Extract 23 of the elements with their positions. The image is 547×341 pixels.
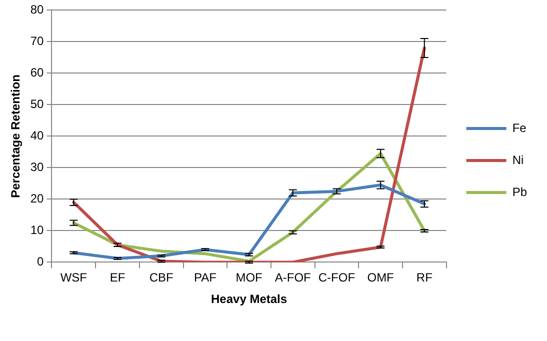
x-axis-title: Heavy Metals	[211, 292, 288, 306]
y-tick-label: 70	[30, 34, 44, 48]
x-tick-label: RF	[416, 270, 432, 285]
y-tick-label: 80	[30, 2, 44, 17]
y-tick-label: 30	[30, 160, 44, 174]
y-tick-label: 50	[30, 97, 44, 112]
y-tick-label: 60	[30, 66, 44, 80]
y-tick-label: 40	[30, 128, 44, 143]
x-tick-label: C-FOF	[318, 270, 356, 285]
legend-label: Ni	[512, 152, 524, 167]
legend-label: Pb	[512, 184, 528, 199]
x-tick-label: EF	[110, 270, 126, 285]
y-axis-title: Percentage Retention	[8, 74, 23, 198]
x-tick-label: WSF	[60, 270, 88, 285]
y-tick-label: 0	[37, 254, 44, 269]
x-tick-label: OMF	[367, 270, 394, 285]
y-tick-label: 20	[30, 192, 44, 206]
x-tick-label: MOF	[236, 270, 262, 285]
y-tick-label: 10	[30, 223, 44, 238]
x-tick-label: PAF	[194, 270, 216, 285]
x-tick-label: CBF	[149, 270, 174, 285]
legend-label: Fe	[512, 120, 527, 135]
x-tick-label: A-FOF	[274, 270, 311, 285]
